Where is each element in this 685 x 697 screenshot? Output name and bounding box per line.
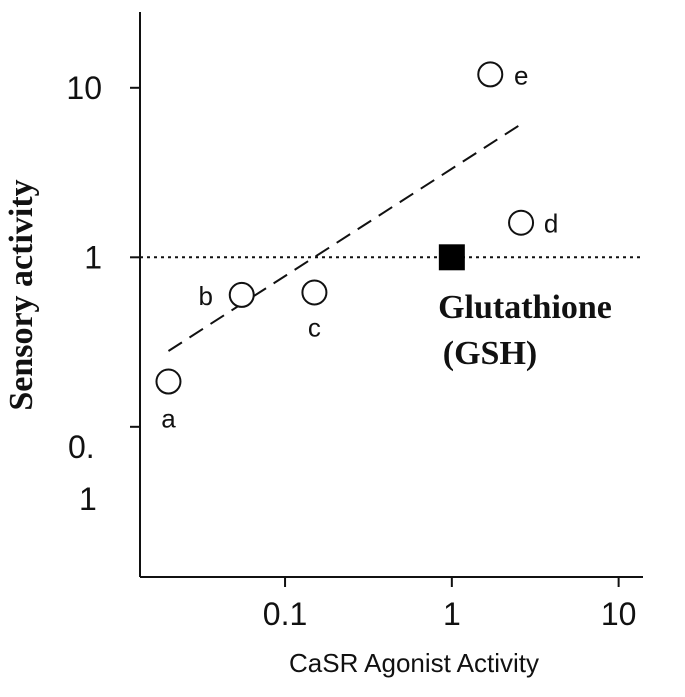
point-label-b: b <box>199 281 213 311</box>
point-label-d: d <box>544 209 558 239</box>
point-gsh <box>438 244 465 271</box>
y-tick-label: 0. <box>68 429 95 465</box>
labels: a b c d e <box>161 60 558 433</box>
point-c <box>301 279 328 306</box>
point-label-c: c <box>308 312 321 342</box>
point-d <box>508 209 535 236</box>
x-axis-label: CaSR Agonist Activity <box>289 648 539 678</box>
y-tick-label: 1 <box>79 481 97 517</box>
x-tick-label: 10 <box>601 596 637 632</box>
point-label-a: a <box>161 404 176 434</box>
x-tick-label: 1 <box>443 596 461 632</box>
x-tick-label: 0.1 <box>263 596 307 632</box>
annotation-line-1: Glutathione <box>438 289 612 326</box>
point-b <box>228 281 255 308</box>
y-tick-label: 10 <box>66 70 102 106</box>
y-axis-label: Sensory activity <box>3 179 40 410</box>
point-e <box>477 61 504 88</box>
data-marks <box>155 61 535 395</box>
annotation-line-2: (GSH) <box>443 335 537 372</box>
trend-line <box>167 123 522 352</box>
y-tick-label: 1 <box>84 239 102 275</box>
point-label-e: e <box>514 60 528 90</box>
point-a <box>155 368 182 395</box>
lines <box>140 123 643 352</box>
